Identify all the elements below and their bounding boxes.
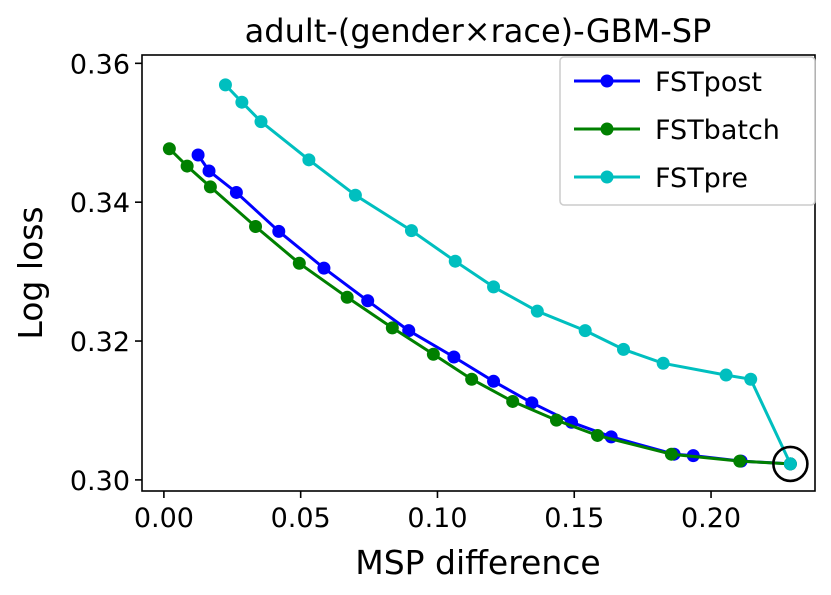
x-tick-label: 0.20 [681, 503, 741, 534]
y-tick-label: 0.36 [70, 49, 130, 80]
y-tick-label: 0.34 [70, 188, 130, 219]
plot-frame [141, 54, 816, 492]
y-axis-label: Log loss [11, 206, 50, 339]
legend-box [559, 56, 816, 206]
y-axis: 0.30 0.32 0.34 0.36 [70, 49, 142, 497]
data-point-fstpost [272, 224, 286, 238]
data-point-fstpre [744, 372, 758, 386]
x-axis: 0.00 0.05 0.10 0.15 0.20 [134, 491, 741, 534]
data-point-fstbatch [385, 321, 399, 335]
legend-label-fstpost: FSTpost [655, 67, 762, 98]
data-point-fstpre [487, 280, 501, 294]
legend-label-fstpre: FSTpre [655, 163, 748, 194]
x-tick-label: 0.00 [134, 503, 194, 534]
data-point-fstpost [525, 396, 539, 410]
data-point-fstpre [404, 224, 418, 238]
data-point-fstbatch [591, 428, 605, 442]
x-axis-label: MSP difference [355, 543, 600, 582]
x-tick-label: 0.05 [271, 503, 331, 534]
legend-marker-fstpost [600, 74, 614, 88]
data-point-fstpost [447, 350, 461, 364]
legend-marker-fstpre [600, 170, 614, 184]
data-point-fstpre [254, 115, 268, 129]
data-point-fstbatch [292, 256, 306, 270]
legend-label-fstbatch: FSTbatch [655, 115, 780, 146]
data-point-fstpre [218, 78, 232, 92]
y-tick-label: 0.30 [70, 466, 130, 497]
data-point-fstpost [361, 294, 375, 308]
data-point-fstbatch [249, 219, 263, 233]
highlight-circle [772, 445, 809, 483]
data-point-fstpre [783, 457, 797, 471]
data-point-fstpost [229, 185, 243, 199]
data-point-fstpost [202, 164, 216, 178]
data-point-fstpre [616, 342, 630, 356]
data-point-fstpre [348, 188, 362, 202]
data-point-fstpre [235, 95, 249, 109]
data-point-fstpost [487, 374, 501, 388]
x-tick-label: 0.10 [407, 503, 467, 534]
data-point-fstbatch [549, 413, 563, 427]
data-point-fstpost [191, 148, 205, 162]
data-point-fstpre [578, 324, 592, 338]
data-point-fstbatch [465, 372, 479, 386]
data-point-fstbatch [340, 290, 354, 304]
legend-marker-fstbatch [600, 122, 614, 136]
data-point-fstpre [302, 153, 316, 167]
data-point-fstbatch [180, 159, 194, 173]
data-point-fstpre [530, 304, 544, 318]
data-point-fstpre [719, 368, 733, 382]
data-point-fstbatch [203, 180, 217, 194]
data-point-fstbatch [506, 394, 520, 408]
data-point-fstpost [317, 261, 331, 275]
data-point-fstpost [402, 324, 416, 338]
data-point-fstpre [656, 356, 670, 370]
x-tick-label: 0.15 [544, 503, 604, 534]
data-point-fstpre [448, 254, 462, 268]
y-tick-label: 0.32 [70, 327, 130, 358]
plot-area [162, 78, 809, 483]
legend: FSTpost FSTbatch FSTpre [559, 56, 816, 206]
data-point-fstbatch [162, 142, 176, 156]
data-point-fstbatch [733, 454, 747, 468]
chart-title: adult-(gender×race)-GBM-SP [245, 12, 712, 50]
data-point-fstbatch [664, 447, 678, 461]
data-point-fstbatch [426, 347, 440, 361]
